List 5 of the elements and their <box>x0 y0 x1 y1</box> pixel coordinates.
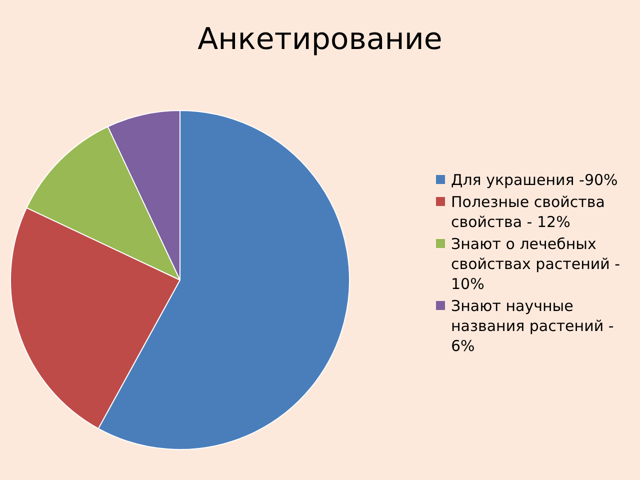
legend-label: Для украшения -90% <box>451 170 618 190</box>
legend-label: Знают научные названия растений - 6% <box>451 296 615 356</box>
legend-label: Знают о лечебных свойствах растений - 10% <box>451 234 622 294</box>
chart-title: Анкетирование <box>196 22 444 57</box>
legend-label: Полезные свойства свойства - 12% <box>451 192 606 232</box>
